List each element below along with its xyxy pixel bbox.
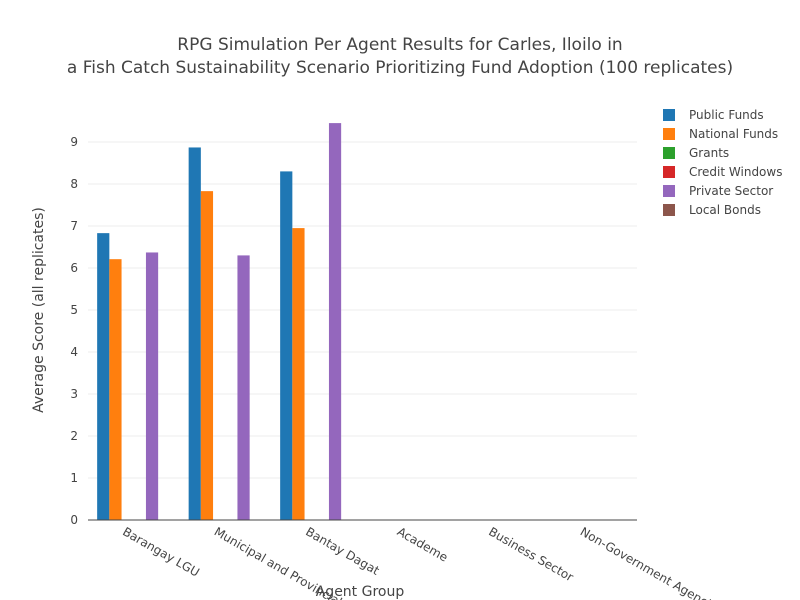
y-tick-label: 6 (70, 261, 78, 275)
bar-national-funds (292, 228, 305, 520)
x-tick-label: Academe (395, 524, 451, 564)
legend-swatch (663, 204, 675, 216)
legend: Public Funds National Funds Grants Credit W… (663, 108, 782, 217)
y-tick-label: 9 (70, 135, 78, 149)
legend-swatch (663, 109, 675, 121)
legend-swatch (663, 147, 675, 159)
legend-label: Local Bonds (689, 203, 761, 217)
legend-swatch (663, 166, 675, 178)
legend-swatch (663, 128, 675, 140)
y-tick-label: 7 (70, 219, 78, 233)
bar-public-funds (188, 147, 201, 520)
y-axis-title: Average Score (all replicates) (31, 207, 47, 413)
bar-private-sector (237, 255, 250, 520)
bar-public-funds (280, 171, 293, 520)
legend-label: Private Sector (689, 184, 773, 198)
legend-swatch (663, 185, 675, 197)
y-tick-label: 5 (70, 303, 78, 317)
y-tick-label: 4 (70, 345, 78, 359)
y-tick-label: 3 (70, 387, 78, 401)
bar-private-sector (145, 252, 159, 520)
x-axis-title: Agent Group (316, 584, 405, 600)
x-tick-label: Business Sector (486, 524, 576, 584)
chart-title-line-2: a Fish Catch Sustainability Scenario Pri… (67, 58, 733, 78)
chart-title-line-1: RPG Simulation Per Agent Results for Car… (177, 35, 622, 55)
gridlines (88, 141, 637, 479)
bar-national-funds (109, 259, 122, 520)
legend-label: National Funds (689, 127, 778, 141)
x-tick-label: Barangay LGU (120, 524, 202, 579)
legend-label: Grants (689, 146, 729, 160)
x-tick-labels: Barangay LGU Municipal and Provincial LGU… (120, 524, 725, 600)
bar-national-funds (200, 191, 214, 520)
bar-private-sector (328, 123, 342, 520)
y-tick-labels: 0 1 2 3 4 5 6 7 8 9 (70, 135, 78, 527)
legend-label: Credit Windows (689, 165, 782, 179)
y-tick-label: 2 (70, 429, 78, 443)
x-tick-label: Non-Government Agencies (578, 524, 725, 600)
bars (97, 123, 342, 520)
y-tick-label: 8 (70, 177, 78, 191)
legend-label: Public Funds (689, 108, 764, 122)
bar-public-funds (97, 233, 110, 520)
y-tick-label: 0 (70, 513, 78, 527)
y-tick-label: 1 (70, 471, 78, 485)
x-tick-label: Bantay Dagat (303, 524, 382, 577)
